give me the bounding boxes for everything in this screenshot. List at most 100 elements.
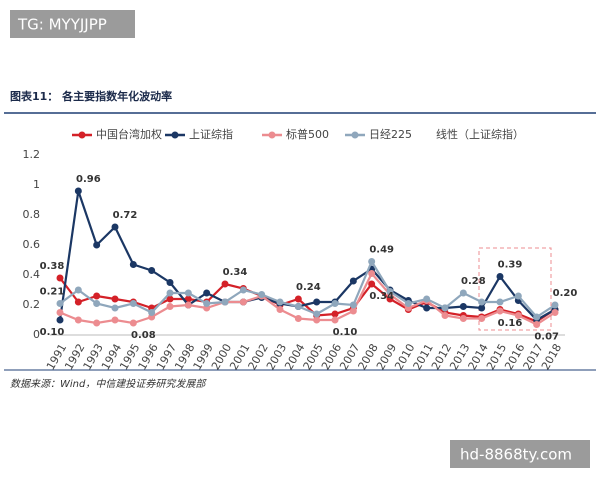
data-point xyxy=(56,274,64,282)
data-point xyxy=(478,304,486,312)
watermark-box xyxy=(10,10,135,38)
series-line xyxy=(59,277,556,323)
data-point xyxy=(514,292,522,300)
data-point xyxy=(514,312,522,319)
data-point xyxy=(459,303,467,310)
legend-swatch xyxy=(78,131,86,139)
data-point xyxy=(166,289,174,297)
data-point xyxy=(423,304,431,312)
data-label: 0.39 xyxy=(498,260,523,271)
data-point xyxy=(221,280,229,288)
data-point xyxy=(258,291,266,298)
data-point xyxy=(111,223,119,231)
data-point xyxy=(349,277,357,285)
data-label: 0.96 xyxy=(76,174,101,185)
data-point xyxy=(56,300,64,307)
data-point xyxy=(56,309,64,316)
data-label: 0.34 xyxy=(223,267,248,278)
data-point xyxy=(111,304,119,312)
data-point xyxy=(111,295,119,303)
data-point xyxy=(74,286,82,294)
data-point xyxy=(129,319,137,327)
y-tick-label: 0.2 xyxy=(23,298,41,311)
data-point xyxy=(331,310,339,318)
data-label: 0.20 xyxy=(553,288,578,299)
data-point xyxy=(496,298,504,306)
data-point xyxy=(203,289,211,297)
y-tick-label: 0.6 xyxy=(23,238,41,251)
data-point xyxy=(184,295,192,303)
data-point xyxy=(533,321,541,328)
data-point xyxy=(129,300,137,307)
legend-label: 中国台湾加权 xyxy=(96,127,162,141)
data-point xyxy=(93,241,101,249)
y-tick-label: 0.8 xyxy=(23,208,41,221)
data-label: 0.21 xyxy=(40,287,65,298)
data-point xyxy=(74,316,82,324)
data-point xyxy=(93,300,101,307)
watermark: TG: MYYJJPP xyxy=(17,16,107,34)
data-label: 0.10 xyxy=(333,327,358,338)
series-line xyxy=(59,271,556,326)
data-point xyxy=(148,309,156,316)
data-point xyxy=(331,316,339,324)
data-point xyxy=(368,280,376,288)
data-point xyxy=(74,298,82,306)
data-label: 0.49 xyxy=(369,245,394,256)
data-point xyxy=(93,319,101,327)
data-point xyxy=(203,300,211,307)
data-point xyxy=(313,298,321,306)
data-label: 0.34 xyxy=(369,291,394,302)
data-point xyxy=(313,310,321,318)
legend-label: 标普500 xyxy=(286,127,329,141)
y-tick-label: 1 xyxy=(33,178,40,191)
series-line xyxy=(58,190,556,322)
data-point xyxy=(459,289,467,297)
data-point xyxy=(239,298,247,306)
data-point xyxy=(386,288,394,295)
data-point xyxy=(496,307,504,315)
data-point xyxy=(239,286,247,294)
data-point xyxy=(441,312,449,319)
data-point xyxy=(441,304,449,312)
data-point xyxy=(404,300,412,307)
legend-swatch xyxy=(268,131,276,139)
data-point xyxy=(74,187,82,195)
data-point xyxy=(313,316,321,324)
data-point xyxy=(184,289,192,297)
data-point xyxy=(478,298,486,306)
highlight-box xyxy=(478,247,552,331)
data-point xyxy=(294,303,302,310)
source: 数据来源：Wind，中信建投证券研究发展部 xyxy=(10,378,207,390)
data-point xyxy=(93,292,101,300)
legend-swatch xyxy=(351,131,359,139)
data-point xyxy=(368,270,376,277)
legend-swatch xyxy=(171,131,179,139)
data-point xyxy=(551,309,559,316)
data-label: 0.72 xyxy=(113,210,138,221)
data-label: 0.08 xyxy=(131,330,156,341)
data-point xyxy=(184,301,192,309)
data-point xyxy=(294,295,302,303)
data-label: 0.16 xyxy=(498,318,523,329)
data-point xyxy=(129,261,137,268)
data-point xyxy=(533,313,541,321)
data-point xyxy=(276,306,284,313)
chart-title: 图表11： 各主要指数年化波动率 xyxy=(10,89,172,103)
watermark-box xyxy=(450,440,590,468)
data-label: 0.24 xyxy=(296,282,321,293)
series-line xyxy=(59,259,556,319)
data-point xyxy=(349,307,357,315)
x-tick-label: 2018 xyxy=(539,342,564,373)
data-point xyxy=(368,258,376,265)
trendline-legend: 线性（上证综指） xyxy=(436,127,524,141)
data-point xyxy=(56,316,64,324)
data-point xyxy=(496,273,504,280)
y-tick-label: 0 xyxy=(33,328,40,341)
legend-label: 日经225 xyxy=(369,128,412,141)
data-point xyxy=(551,301,559,309)
data-point xyxy=(148,267,156,274)
data-point xyxy=(166,295,174,303)
data-point xyxy=(294,315,302,322)
